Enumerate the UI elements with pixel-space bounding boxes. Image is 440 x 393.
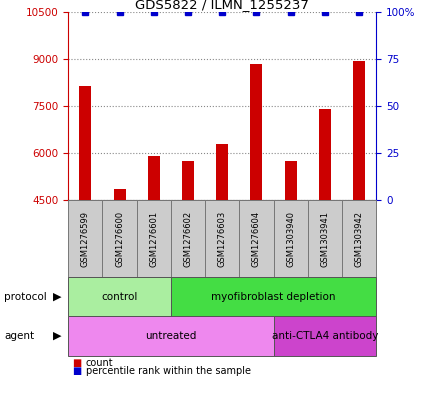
Bar [274, 316, 376, 356]
Text: control: control [101, 292, 138, 302]
Bar [182, 161, 194, 200]
Text: ▶: ▶ [53, 292, 62, 302]
Text: count: count [86, 358, 114, 368]
Text: GSM1276604: GSM1276604 [252, 211, 261, 267]
Bar [171, 277, 376, 316]
Text: GSM1303940: GSM1303940 [286, 211, 295, 267]
Bar [171, 200, 205, 277]
Text: percentile rank within the sample: percentile rank within the sample [86, 366, 251, 376]
Bar [216, 144, 228, 200]
Text: untreated: untreated [145, 331, 197, 341]
Bar [285, 161, 297, 200]
Text: protocol: protocol [4, 292, 47, 302]
Bar [308, 200, 342, 277]
Bar [137, 200, 171, 277]
Bar [205, 200, 239, 277]
Bar [239, 200, 274, 277]
Text: GSM1303942: GSM1303942 [355, 211, 363, 267]
Bar [353, 61, 365, 200]
Bar [319, 109, 331, 200]
Bar [68, 316, 274, 356]
Bar [68, 200, 103, 277]
Text: GSM1276602: GSM1276602 [183, 211, 192, 267]
Text: anti-CTLA4 antibody: anti-CTLA4 antibody [271, 331, 378, 341]
Text: ■: ■ [73, 358, 82, 368]
Text: GSM1276600: GSM1276600 [115, 211, 124, 267]
Text: GSM1276603: GSM1276603 [218, 211, 227, 267]
Bar [114, 189, 125, 200]
Text: ▶: ▶ [53, 331, 62, 341]
Text: GSM1276599: GSM1276599 [81, 211, 90, 267]
Text: agent: agent [4, 331, 34, 341]
Text: GSM1276601: GSM1276601 [149, 211, 158, 267]
Bar [342, 200, 376, 277]
Bar [68, 277, 171, 316]
Title: GDS5822 / ILMN_1255237: GDS5822 / ILMN_1255237 [135, 0, 309, 11]
Bar [103, 200, 137, 277]
Bar [148, 156, 160, 200]
Text: ■: ■ [73, 366, 82, 376]
Text: myofibroblast depletion: myofibroblast depletion [211, 292, 336, 302]
Bar [250, 64, 262, 200]
Bar [274, 200, 308, 277]
Bar [79, 86, 92, 200]
Text: GSM1303941: GSM1303941 [320, 211, 330, 267]
